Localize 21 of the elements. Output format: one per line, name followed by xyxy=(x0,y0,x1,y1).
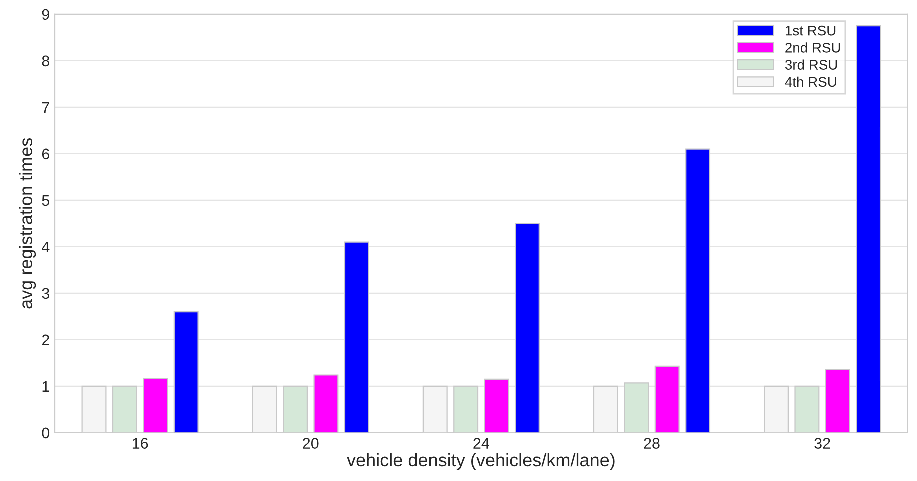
y-tick-label: 6 xyxy=(42,148,50,160)
legend-label: 3rd RSU xyxy=(785,60,838,70)
y-tick-label: 5 xyxy=(42,195,50,206)
legend-label: 1st RSU xyxy=(786,26,836,36)
x-tick-label: 20 xyxy=(303,438,319,449)
x-tick-label: 28 xyxy=(644,438,660,449)
x-tick-label: 24 xyxy=(474,438,490,449)
y-tick-label: 3 xyxy=(42,288,50,300)
x-tick-label: 32 xyxy=(814,438,830,449)
y-tick-label: 9 xyxy=(42,9,50,20)
y-tick-label: 7 xyxy=(42,102,50,113)
y-tick-label: 8 xyxy=(42,56,50,67)
y-axis-title: avg registration times xyxy=(19,138,36,309)
legend-label: 2nd RSU xyxy=(786,42,840,53)
x-axis-title: vehicle density (vehicles/km/lane) xyxy=(347,453,615,470)
x-tick-label: 16 xyxy=(132,438,148,449)
y-tick-label: 4 xyxy=(42,242,50,252)
y-tick-label: 0 xyxy=(42,428,50,439)
legend-label: 4th RSU xyxy=(785,76,836,88)
y-tick-label: 1 xyxy=(42,381,50,392)
y-tick-label: 2 xyxy=(42,334,50,346)
